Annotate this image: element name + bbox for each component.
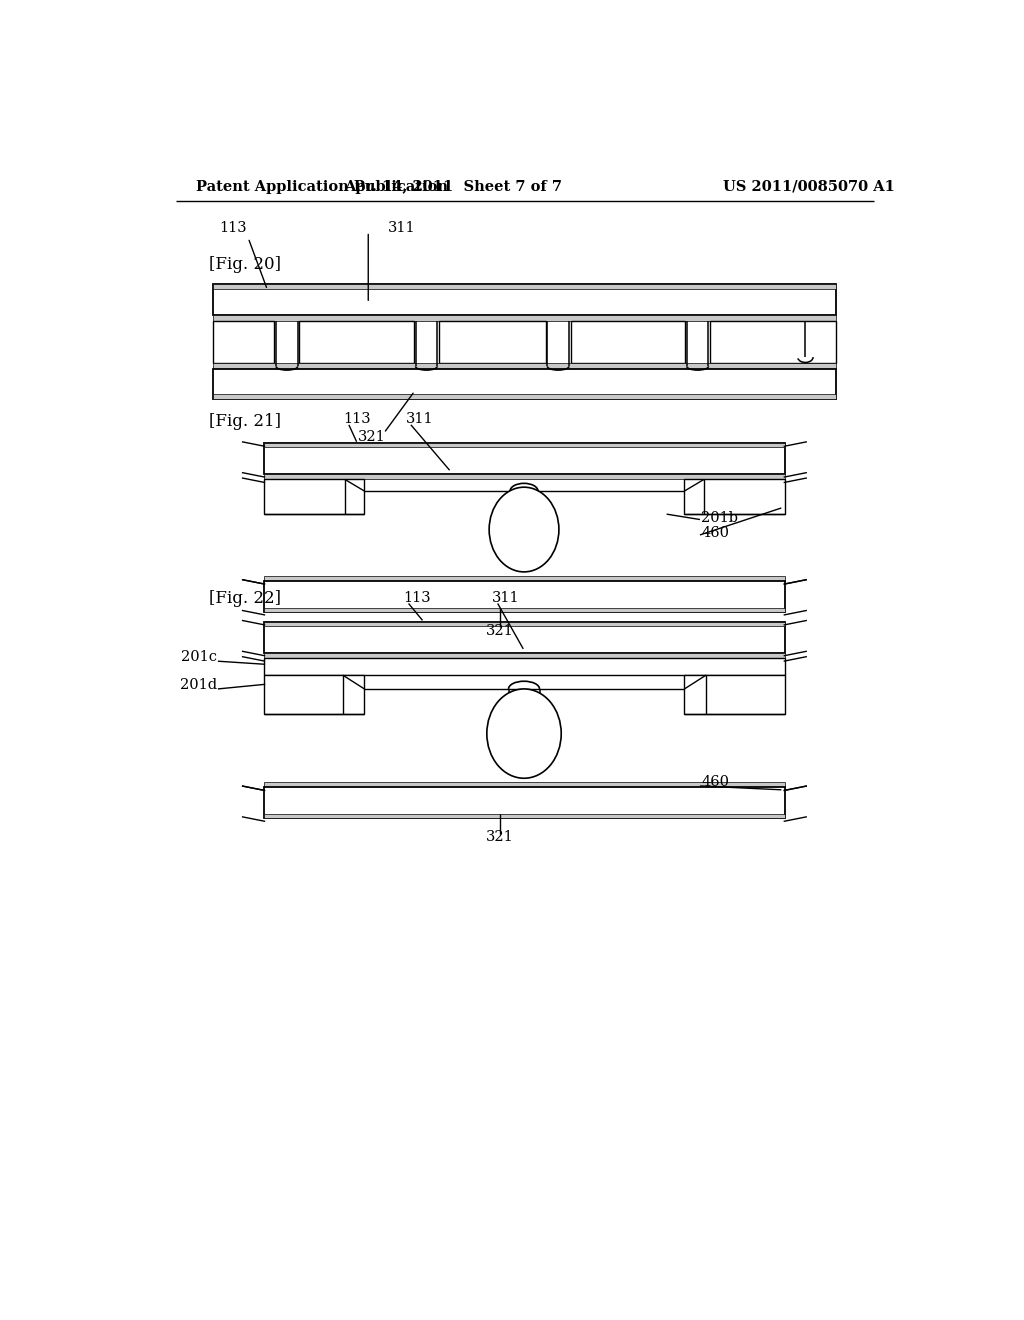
- Bar: [263, 622, 785, 653]
- Bar: [213, 284, 837, 314]
- Text: [Fig. 21]: [Fig. 21]: [209, 412, 282, 429]
- Text: 113: 113: [219, 220, 247, 235]
- Bar: [684, 675, 785, 714]
- Text: Patent Application Publication: Patent Application Publication: [197, 180, 449, 194]
- Bar: [263, 659, 785, 675]
- Text: 201b: 201b: [701, 511, 738, 525]
- Text: [Fig. 22]: [Fig. 22]: [209, 590, 282, 607]
- Bar: [263, 609, 785, 612]
- Text: Apr. 14, 2011  Sheet 7 of 7: Apr. 14, 2011 Sheet 7 of 7: [344, 180, 562, 194]
- Text: 321: 321: [486, 624, 514, 638]
- Ellipse shape: [486, 689, 561, 779]
- Bar: [213, 314, 837, 321]
- Bar: [263, 788, 785, 818]
- Text: 321: 321: [486, 830, 514, 845]
- Bar: [263, 675, 365, 714]
- Bar: [263, 814, 785, 818]
- Text: 311: 311: [406, 412, 433, 426]
- Bar: [263, 444, 785, 474]
- Text: 460: 460: [701, 527, 729, 540]
- Text: US 2011/0085070 A1: US 2011/0085070 A1: [723, 180, 894, 194]
- Bar: [263, 622, 785, 626]
- Text: [Fig. 20]: [Fig. 20]: [209, 256, 282, 273]
- Bar: [263, 576, 785, 581]
- Bar: [263, 474, 785, 479]
- Ellipse shape: [489, 487, 559, 572]
- Text: 113: 113: [403, 591, 431, 605]
- Bar: [684, 479, 785, 515]
- Bar: [263, 581, 785, 612]
- Text: 321: 321: [358, 430, 386, 444]
- Text: 113: 113: [343, 412, 371, 426]
- Bar: [570, 321, 685, 363]
- Text: 460: 460: [701, 775, 729, 789]
- Bar: [263, 479, 365, 515]
- Text: 311: 311: [388, 220, 416, 235]
- Bar: [213, 284, 837, 289]
- Text: 201d: 201d: [180, 678, 217, 692]
- Bar: [263, 444, 785, 447]
- Bar: [213, 321, 274, 363]
- Bar: [438, 321, 546, 363]
- Bar: [263, 653, 785, 659]
- Bar: [710, 321, 837, 363]
- Bar: [213, 363, 837, 370]
- Bar: [213, 370, 837, 399]
- Bar: [263, 781, 785, 788]
- Text: 201c: 201c: [181, 651, 217, 664]
- Bar: [299, 321, 414, 363]
- Bar: [213, 395, 837, 399]
- Text: 311: 311: [493, 591, 520, 605]
